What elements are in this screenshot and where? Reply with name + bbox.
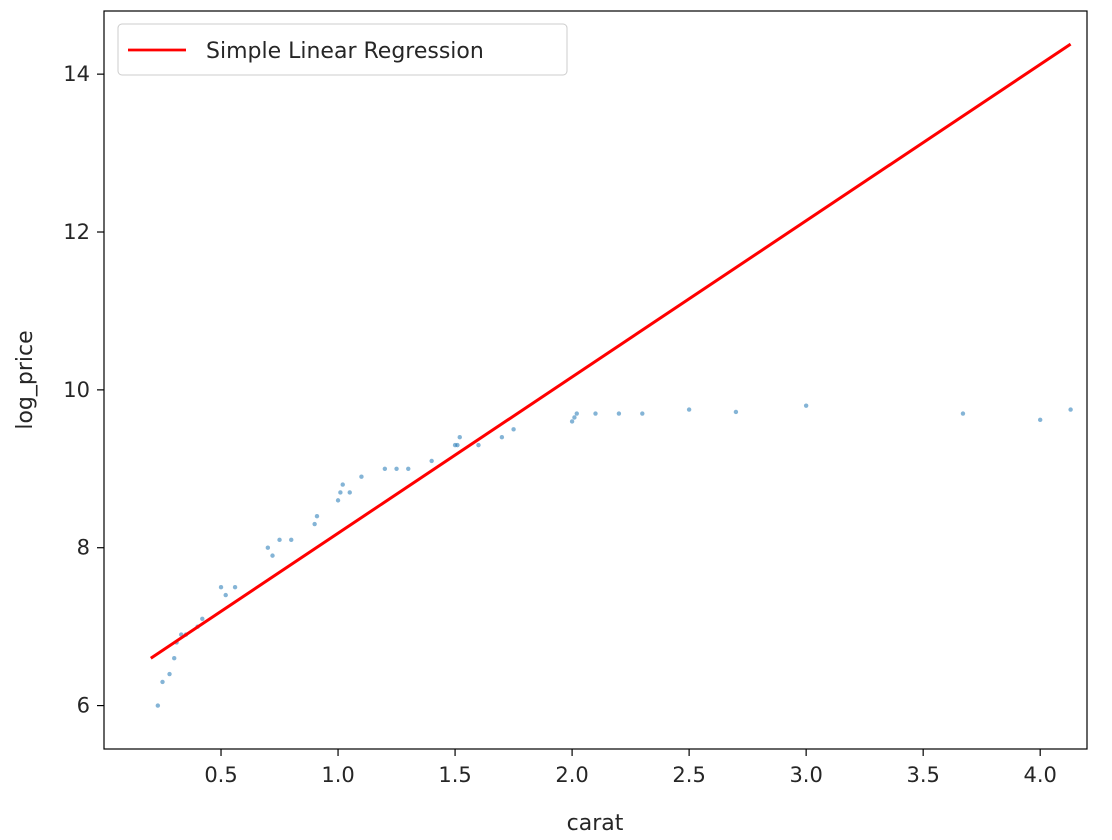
x-tick-label: 0.5 (204, 763, 237, 787)
scatter-point (155, 703, 161, 708)
scatter-point (572, 415, 577, 420)
y-ticks: 6 8 10 12 14 (63, 62, 104, 718)
scatter-point (223, 592, 228, 598)
x-tick-label: 2.5 (672, 763, 705, 787)
scatter-point (593, 411, 598, 416)
scatter-point (499, 435, 505, 440)
scatter-point (167, 671, 172, 677)
legend: Simple Linear Regression (117, 23, 568, 76)
scatter-point (359, 474, 364, 479)
scatter-point (218, 584, 224, 590)
y-tick-label: 12 (63, 220, 90, 244)
y-tick-label: 14 (63, 62, 90, 86)
scatter-point (277, 537, 282, 543)
scatter-point (340, 482, 345, 487)
scatter-point (289, 537, 294, 543)
scatter-point (394, 466, 399, 471)
scatter-point (511, 427, 516, 432)
scatter-point (455, 442, 460, 448)
scatter-point (172, 656, 177, 661)
scatter-point (314, 513, 320, 519)
scatter-point (476, 442, 481, 448)
scatter-point (382, 466, 388, 471)
scatter-point (312, 521, 317, 527)
y-tick-label: 8 (77, 536, 90, 560)
legend-box (117, 23, 568, 76)
scatter-point (803, 403, 809, 408)
scatter-point (338, 490, 343, 495)
scatter-point (1037, 417, 1043, 423)
scatter-point (200, 616, 205, 621)
x-tick-label: 1.5 (438, 763, 471, 787)
y-tick-label: 10 (63, 378, 90, 402)
scatter-point (616, 411, 622, 416)
x-tick-label: 1.0 (321, 763, 354, 787)
x-ticks: 0.5 1.0 1.5 2.0 2.5 3.0 3.5 4.0 (204, 749, 1057, 787)
y-axis-label: log_price (13, 330, 38, 429)
scatter-point (733, 409, 739, 415)
x-tick-label: 3.5 (906, 763, 939, 787)
x-axis-label: carat (567, 811, 624, 836)
scatter-point (232, 584, 238, 590)
scatter-point (457, 435, 462, 440)
scatter-point (160, 679, 165, 685)
x-tick-label: 4.0 (1023, 763, 1056, 787)
scatter-point (335, 498, 341, 503)
regression-line-layer (149, 42, 1072, 660)
legend-entry-label: Simple Linear Regression (206, 39, 484, 64)
x-tick-label: 3.0 (789, 763, 822, 787)
scatter-point (569, 419, 575, 424)
scatter-point (265, 545, 271, 550)
scatter-point (640, 411, 645, 416)
scatter-point (686, 407, 692, 412)
scatter-points-layer (155, 403, 1073, 708)
plot-area-frame (103, 10, 1088, 750)
scatter-point (347, 490, 352, 495)
scatter-point (270, 553, 275, 558)
y-tick-label: 6 (77, 694, 90, 718)
regression-line (149, 42, 1072, 660)
scatter-point (429, 458, 434, 464)
x-tick-label: 2.0 (555, 763, 588, 787)
scatter-point (1068, 407, 1073, 412)
scatter-point (960, 411, 966, 416)
scatter-point (406, 466, 411, 471)
scatter-point (574, 411, 579, 416)
